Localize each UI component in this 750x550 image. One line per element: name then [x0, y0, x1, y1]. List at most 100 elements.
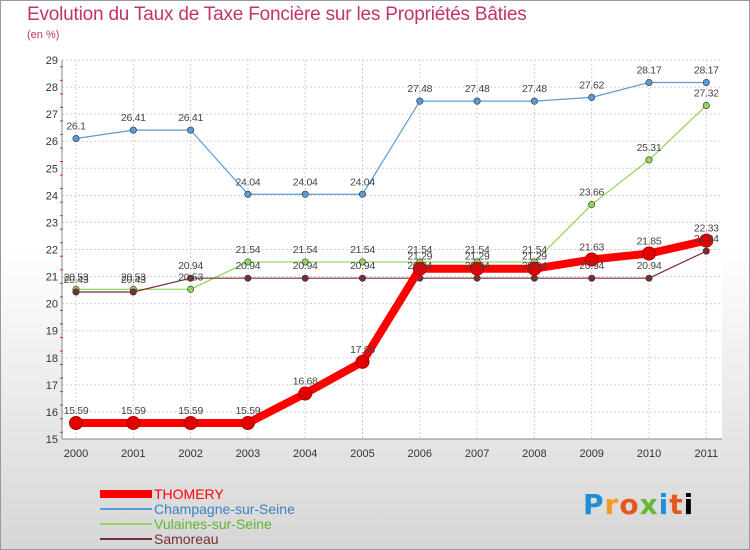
x-tick-label: 2004: [293, 448, 317, 460]
y-tick-label: 24: [46, 190, 58, 202]
legend-label-samoreau: Samoreau: [154, 530, 219, 547]
data-point: [244, 274, 252, 282]
data-point: [240, 416, 255, 431]
data-point: [187, 126, 195, 134]
data-label: 21.54: [465, 244, 490, 256]
legend-item-champagne: Champagne-sur-Seine: [100, 501, 295, 516]
data-point: [183, 416, 198, 431]
data-point: [530, 97, 538, 105]
data-point: [645, 156, 653, 164]
data-label: 28.17: [637, 64, 662, 76]
data-label: 24.04: [293, 176, 318, 188]
y-tick-label: 27: [46, 109, 58, 121]
series-line-champagne-sur-seine: [75, 81, 707, 195]
data-point: [702, 247, 710, 255]
x-tick-label: 2005: [350, 448, 374, 460]
data-label: 20.53: [121, 271, 146, 283]
data-point: [187, 274, 195, 282]
data-label: 20.43: [121, 274, 146, 286]
data-label: 26.41: [121, 112, 146, 124]
data-point: [244, 258, 252, 266]
data-point: [584, 252, 599, 267]
data-point: [355, 354, 370, 369]
data-point: [358, 258, 366, 266]
data-label: 20.53: [64, 271, 89, 283]
series-line-vulaines-sur-seine: [76, 105, 707, 290]
x-tick-label: 2007: [465, 448, 489, 460]
data-label: 27.48: [407, 83, 432, 95]
data-label: 20.94: [579, 260, 604, 272]
legend-item-vulaines: Vulaines-sur-Seine: [100, 516, 295, 531]
data-point: [412, 261, 427, 276]
legend-item-samoreau: Samoreau: [100, 531, 295, 546]
data-point: [588, 274, 596, 282]
data-label: 23.66: [579, 187, 604, 199]
y-tick-label: 28: [46, 82, 58, 94]
data-label: 20.94: [293, 260, 318, 272]
data-label: 16.68: [293, 376, 318, 388]
legend-label-thomery: THOMERY: [154, 485, 224, 502]
legend-swatch-thomery: [100, 489, 152, 498]
data-point: [72, 135, 80, 143]
data-label: 20.94: [350, 260, 375, 272]
data-point: [301, 190, 309, 198]
y-tick-label: 26: [46, 136, 58, 148]
data-point: [470, 261, 485, 276]
proxiti-logo: Proxiti: [583, 488, 695, 521]
data-point: [699, 233, 714, 248]
data-point: [358, 190, 366, 198]
data-point: [298, 386, 313, 401]
data-point: [129, 288, 137, 296]
chart-title: Evolution du Taux de Taxe Foncière sur l…: [27, 4, 527, 25]
data-label: 17.85: [350, 344, 375, 356]
data-label: 21.29: [465, 251, 490, 263]
y-tick-label: 29: [46, 55, 58, 67]
data-label: 21.63: [579, 242, 604, 254]
data-label: 15.59: [236, 405, 261, 417]
data-label: 21.29: [522, 251, 547, 263]
data-point: [416, 97, 424, 105]
y-tick-label: 18: [46, 353, 58, 365]
x-tick-label: 2000: [64, 448, 88, 460]
data-point: [301, 258, 309, 266]
data-label: 20.94: [522, 260, 547, 272]
data-point: [588, 201, 596, 209]
y-tick-label: 23: [46, 217, 58, 229]
legend-item-thomery: THOMERY: [100, 486, 295, 501]
data-label: 21.85: [637, 236, 662, 248]
y-tick-label: 22: [46, 245, 58, 257]
data-label: 20.94: [178, 260, 203, 272]
data-label: 20.94: [465, 260, 490, 272]
data-point: [72, 288, 80, 296]
data-point: [126, 416, 141, 431]
y-tick-label: 16: [46, 407, 58, 419]
data-point: [527, 261, 542, 276]
data-point: [301, 274, 309, 282]
y-axis-unit: (en %): [27, 29, 60, 41]
x-tick-label: 2001: [121, 448, 145, 460]
data-label: 21.94: [694, 233, 719, 245]
data-label: 20.43: [64, 274, 89, 286]
legend-label-vulaines: Vulaines-sur-Seine: [154, 515, 272, 532]
y-tick-label: 25: [46, 163, 58, 175]
data-point: [702, 78, 710, 86]
x-tick-label: 2011: [694, 448, 718, 460]
data-label: 27.48: [465, 83, 490, 95]
x-tick-label: 2002: [178, 448, 202, 460]
legend-label-champagne: Champagne-sur-Seine: [154, 500, 295, 517]
y-tick-label: 20: [46, 299, 58, 311]
data-point: [645, 274, 653, 282]
data-label: 22.33: [694, 223, 719, 235]
data-point: [129, 126, 137, 134]
legend-swatch-vulaines: [100, 522, 152, 525]
series-line-thomery: [76, 236, 708, 428]
data-label: 21.54: [236, 244, 261, 256]
y-tick-label: 15: [46, 434, 58, 446]
data-label: 21.29: [407, 251, 432, 263]
data-label: 15.59: [121, 405, 146, 417]
data-label: 27.32: [694, 87, 719, 99]
data-point: [702, 101, 710, 109]
x-tick-label: 2009: [579, 448, 603, 460]
legend: THOMERY Champagne-sur-Seine Vulaines-sur…: [100, 486, 295, 546]
